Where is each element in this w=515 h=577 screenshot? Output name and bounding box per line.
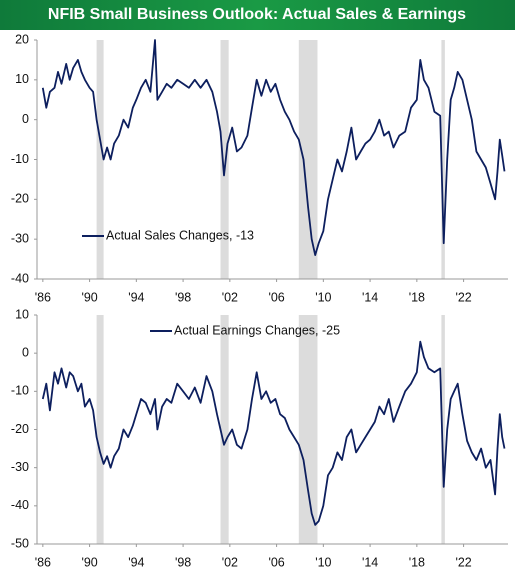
x-tick-label: '06	[268, 555, 284, 569]
legend-label: Actual Sales Changes, -13	[106, 228, 254, 242]
x-tick-label: '10	[315, 290, 331, 304]
y-tick-label: 10	[15, 72, 29, 86]
x-tick-label: '18	[409, 555, 425, 569]
legend-label: Actual Earnings Changes, -25	[174, 323, 340, 337]
x-tick-label: '98	[175, 290, 191, 304]
x-tick-label: '22	[455, 290, 471, 304]
recession-shade	[441, 40, 445, 279]
x-tick-label: '94	[128, 555, 144, 569]
x-tick-label: '02	[222, 290, 238, 304]
x-tick-label: '90	[81, 290, 97, 304]
x-tick-label: '94	[128, 290, 144, 304]
y-tick-label: -40	[11, 498, 29, 512]
y-tick-label: -30	[11, 231, 29, 245]
x-tick-label: '18	[409, 290, 425, 304]
x-tick-label: '14	[362, 290, 378, 304]
y-tick-label: -20	[11, 192, 29, 206]
y-tick-label: -40	[11, 271, 29, 285]
recession-shade	[96, 315, 104, 544]
x-tick-label: '02	[222, 555, 238, 569]
x-tick-label: '10	[315, 555, 331, 569]
title-banner	[0, 0, 515, 30]
y-tick-label: 0	[22, 345, 29, 359]
recession-shade	[96, 40, 104, 279]
recession-shade	[441, 315, 445, 544]
series-line	[41, 39, 506, 256]
y-tick-label: -10	[11, 384, 29, 398]
x-tick-label: '06	[268, 290, 284, 304]
x-tick-label: '86	[35, 555, 51, 569]
y-tick-label: -30	[11, 460, 29, 474]
y-tick-label: -50	[11, 536, 29, 550]
x-tick-label: '86	[35, 290, 51, 304]
x-tick-label: '98	[175, 555, 191, 569]
y-tick-label: 10	[15, 307, 29, 321]
recession-shade	[298, 315, 318, 544]
series-line	[41, 340, 506, 526]
recession-shade	[220, 40, 229, 279]
y-tick-label: 20	[15, 32, 29, 46]
x-tick-label: '22	[455, 555, 471, 569]
x-tick-label: '14	[362, 555, 378, 569]
y-tick-label: -10	[11, 152, 29, 166]
x-tick-label: '90	[81, 555, 97, 569]
y-tick-label: -20	[11, 422, 29, 436]
chart-title: NFIB Small Business Outlook: Actual Sale…	[48, 6, 466, 23]
y-tick-label: 0	[22, 112, 29, 126]
recession-shade	[298, 40, 318, 279]
recession-shade	[220, 315, 229, 544]
